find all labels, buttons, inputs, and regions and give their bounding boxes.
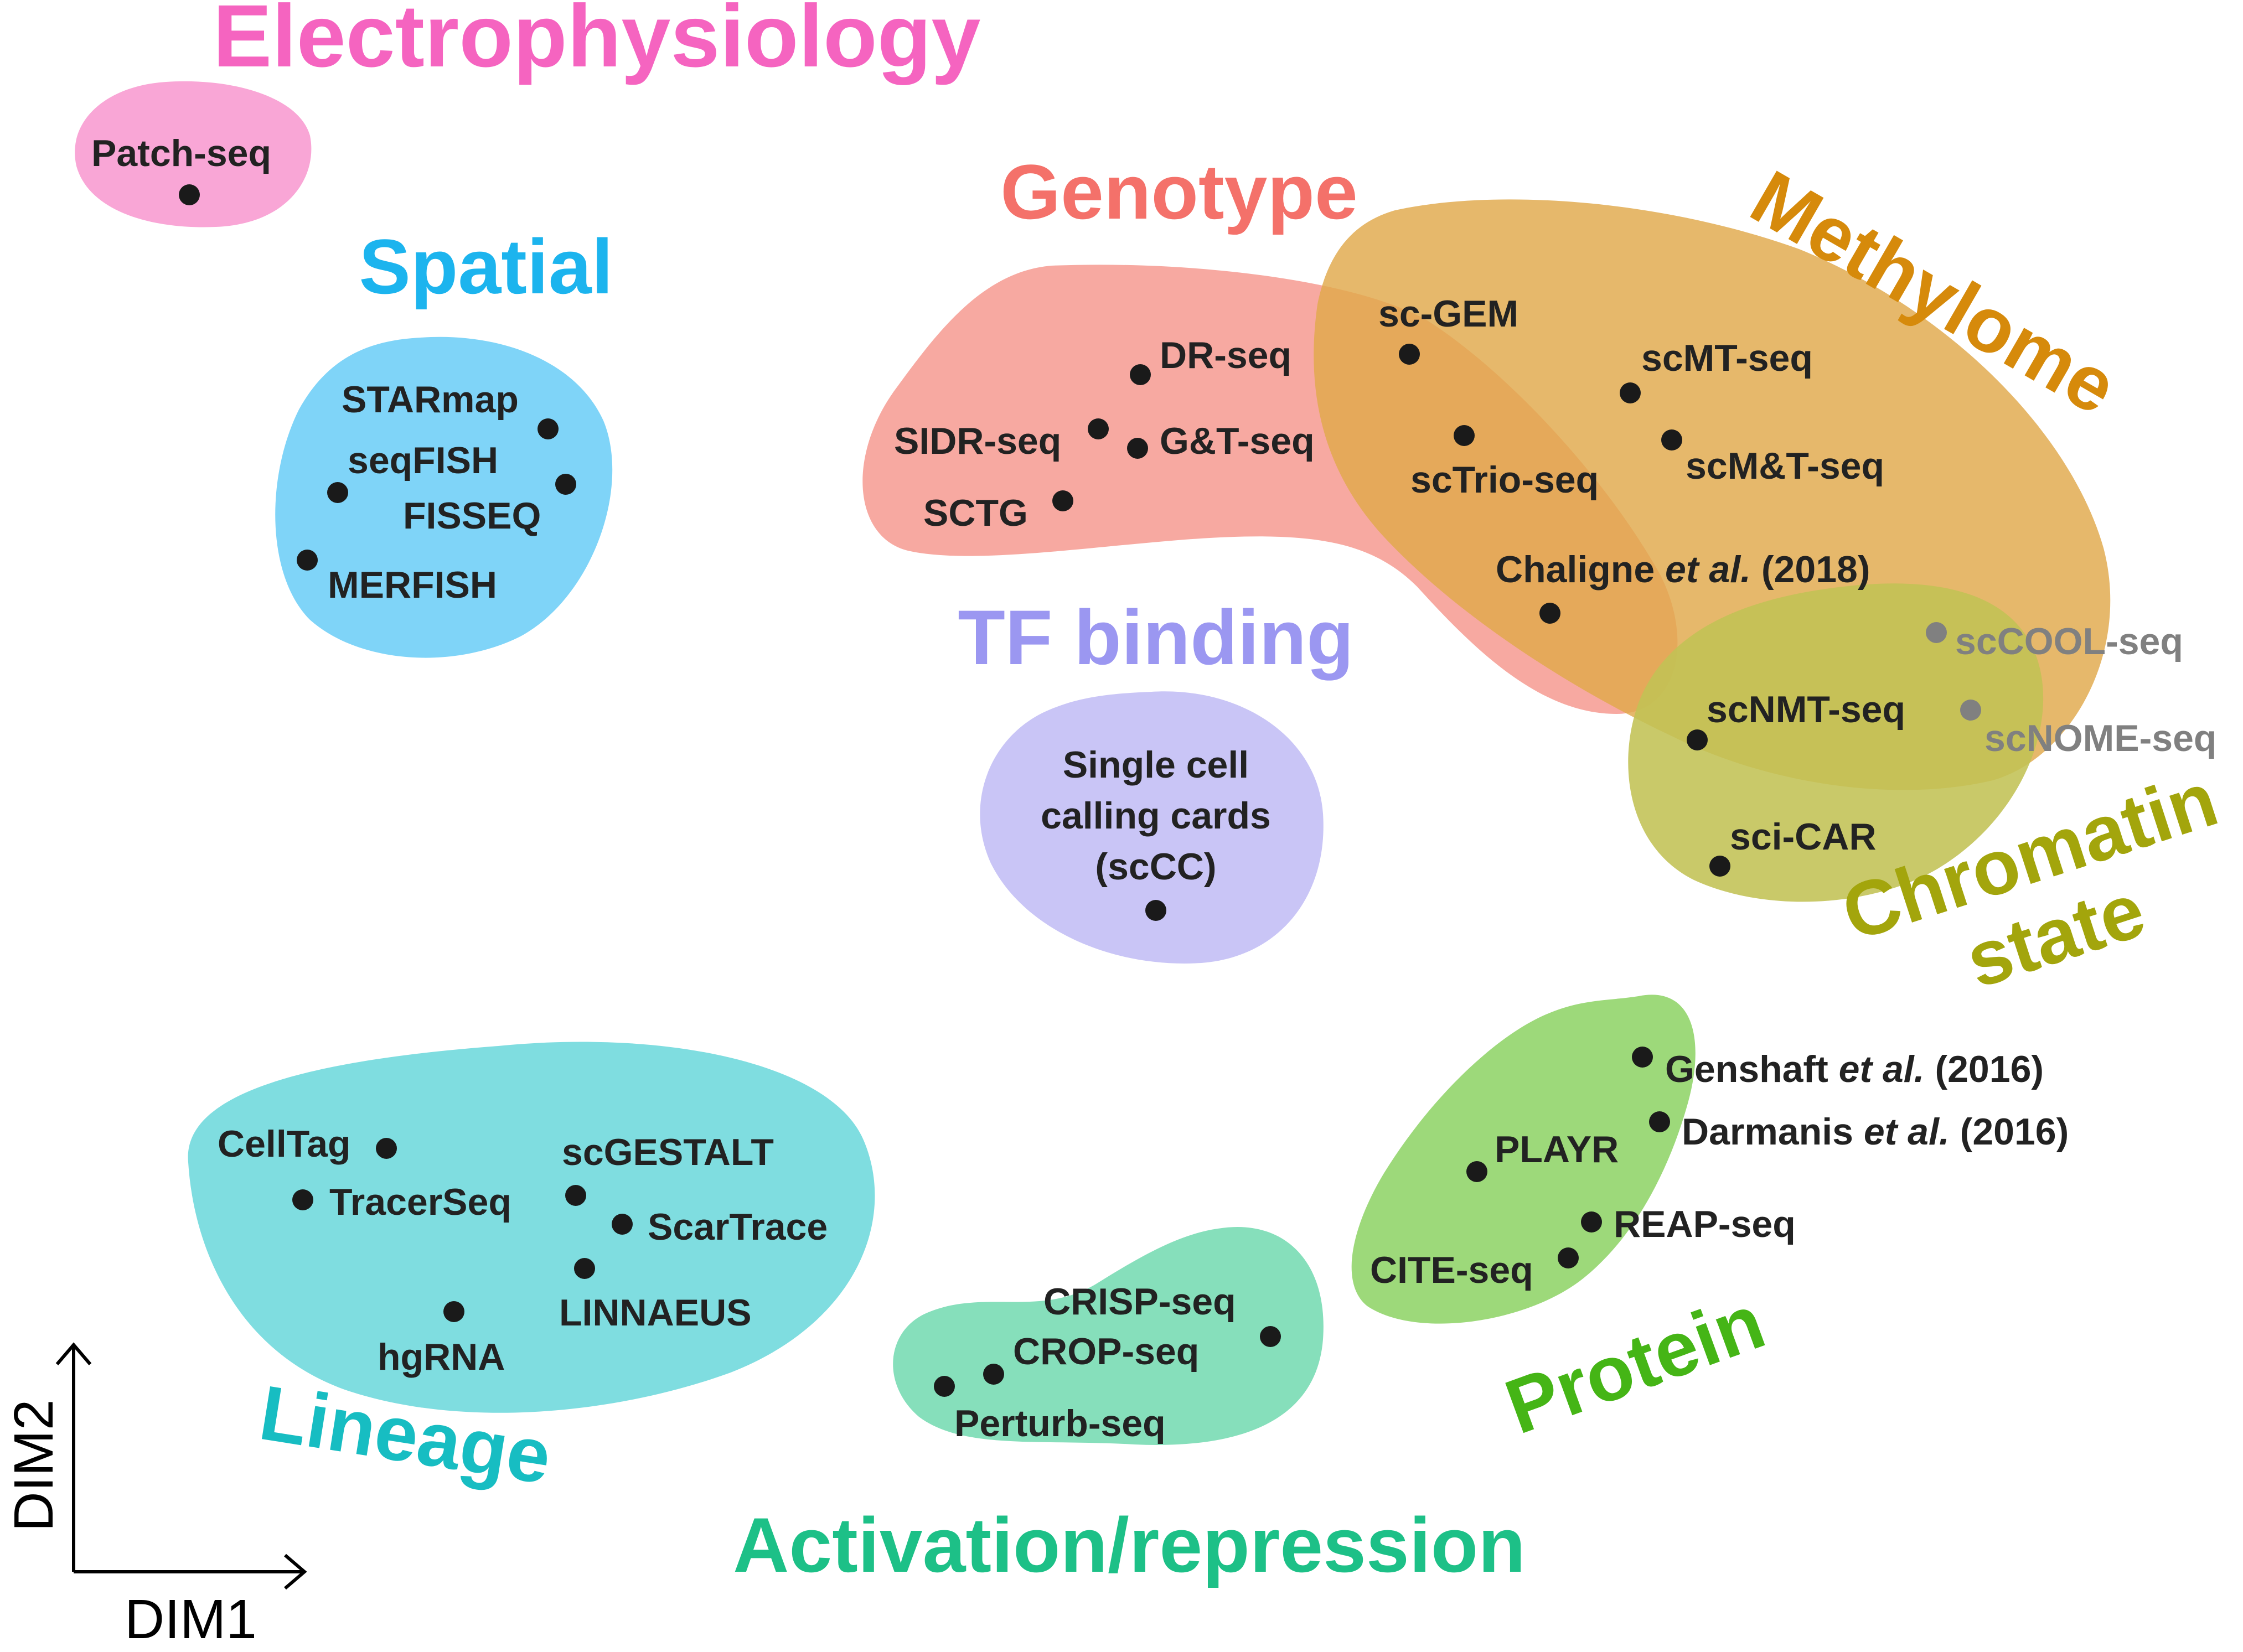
activation-title: Activation/repression [733,1501,1526,1588]
linnaeus-label: LINNAEUS [559,1292,752,1334]
y-axis-label: DIM2 [3,1400,65,1532]
starmap-dot [538,418,559,439]
darmanis-label: Darmanis et al. (2016) [1682,1111,2069,1153]
darmanis-year: (2016) [1950,1111,2069,1153]
crisp-seq-dot [1260,1326,1281,1347]
starmap-label: STARmap [342,379,519,421]
sctg-label: SCTG [923,492,1028,534]
darmanis-dot [1649,1111,1670,1132]
chaligne-author: Chaligne [1496,548,1665,591]
genotype-title: Genotype [1000,148,1358,235]
chaligne-label: Chaligne et al. (2018) [1496,548,1870,591]
activation-blob [893,1226,1324,1445]
chaligne-dot [1539,603,1560,624]
genshaft-label: Genshaft et al. (2016) [1665,1048,2044,1090]
genshaft-year: (2016) [1925,1048,2044,1090]
sci-car-dot [1709,856,1730,877]
axes [55,1342,307,1590]
darmanis-author: Darmanis [1682,1111,1864,1153]
genshaft-author: Genshaft [1665,1048,1839,1090]
electrophysiology-blob [75,81,312,227]
merfish-label: MERFISH [328,564,497,606]
celltag-dot [376,1138,397,1159]
scmt-seq-dot [1620,382,1641,403]
patch-seq-label: Patch-seq [91,132,271,174]
scmt-seq-label: scMT-seq [1641,337,1813,379]
chaligne-etal: et al. [1665,548,1751,591]
chromatin-blob [1628,583,2044,902]
perturb-seq-label: Perturb-seq [954,1402,1166,1444]
seqfish-label: seqFISH [348,439,498,481]
x-axis-label: DIM1 [125,1588,257,1649]
sctrio-seq-dot [1454,425,1475,446]
scnome-seq-dot [1960,700,1981,721]
electrophysiology-title: Electrophysiology [213,0,981,85]
seqfish-dot [327,482,348,503]
blobs [75,81,2111,1445]
dr-seq-label: DR-seq [1160,334,1291,376]
gt-seq-label: G&T-seq [1160,420,1315,462]
chaligne-year: (2018) [1751,548,1870,591]
lineage-blob [188,1042,875,1413]
sccc-label-line-1: Single cell [1063,744,1249,786]
scnmt-seq-label: scNMT-seq [1707,688,1905,731]
scnome-seq-label: scNOME-seq [1984,717,2216,759]
hgrna-dot [443,1301,464,1322]
celltag-label: CellTag [218,1123,351,1165]
sccool-seq-dot [1926,622,1947,643]
playr-label: PLAYR [1495,1128,1619,1171]
tracerseq-label: TracerSeq [329,1181,511,1223]
sci-car-label: sci-CAR [1730,816,1877,858]
fisseq-label: FISSEQ [403,495,541,537]
tf-binding-blob [980,691,1324,964]
sccc-label-line-3: (scCC) [1095,846,1216,888]
crop-seq-label: CROP-seq [1013,1330,1199,1373]
genshaft-dot [1632,1047,1653,1068]
data-points [179,184,1981,1397]
merfish-dot [297,550,318,571]
cite-seq-label: CITE-seq [1370,1249,1533,1291]
gt-seq-dot [1127,438,1148,459]
scartrace-dot [612,1214,633,1235]
scgestalt-dot [565,1185,586,1206]
sccc-label-line-2: calling cards [1041,795,1271,837]
patch-seq-dot [179,184,200,205]
spatial-blob [275,336,613,658]
crisp-seq-label: CRISP-seq [1043,1281,1236,1323]
sccc-dot [1145,900,1166,921]
scartrace-label: ScarTrace [648,1206,828,1248]
crop-seq-dot [983,1364,1004,1385]
method-labels: Patch-seq STARmap seqFISH FISSEQ MERFISH… [91,132,2216,1444]
tf-binding-title: TF binding [958,594,1353,681]
linnaeus-dot [574,1258,595,1279]
fisseq-dot [555,474,576,495]
protein-blob [1351,995,1696,1324]
scmt-t-seq-label: scM&T-seq [1686,445,1884,487]
dr-seq-dot [1130,364,1151,385]
reap-seq-dot [1581,1211,1602,1232]
sc-gem-dot [1399,344,1420,365]
spatial-title: Spatial [359,223,613,310]
sidr-seq-dot [1088,418,1109,439]
scnmt-seq-dot [1687,729,1708,750]
hgrna-label: hgRNA [378,1336,505,1378]
sccool-seq-label: scCOOL-seq [1955,620,2183,662]
cite-seq-dot [1558,1247,1579,1268]
y-axis-arrow-icon [55,1342,92,1365]
x-axis-arrow-icon [284,1553,307,1590]
sctg-dot [1052,490,1073,511]
sidr-seq-label: SIDR-seq [894,420,1061,462]
genshaft-etal: et al. [1839,1048,1925,1090]
perturb-seq-dot [934,1376,955,1397]
reap-seq-label: REAP-seq [1614,1203,1796,1245]
sc-gem-label: sc-GEM [1378,293,1518,335]
scgestalt-label: scGESTALT [562,1131,774,1173]
tracerseq-dot [292,1189,313,1210]
darmanis-etal: et al. [1864,1111,1950,1153]
scmt-t-seq-dot [1661,429,1682,450]
sctrio-seq-label: scTrio-seq [1410,459,1599,501]
playr-dot [1466,1161,1487,1182]
